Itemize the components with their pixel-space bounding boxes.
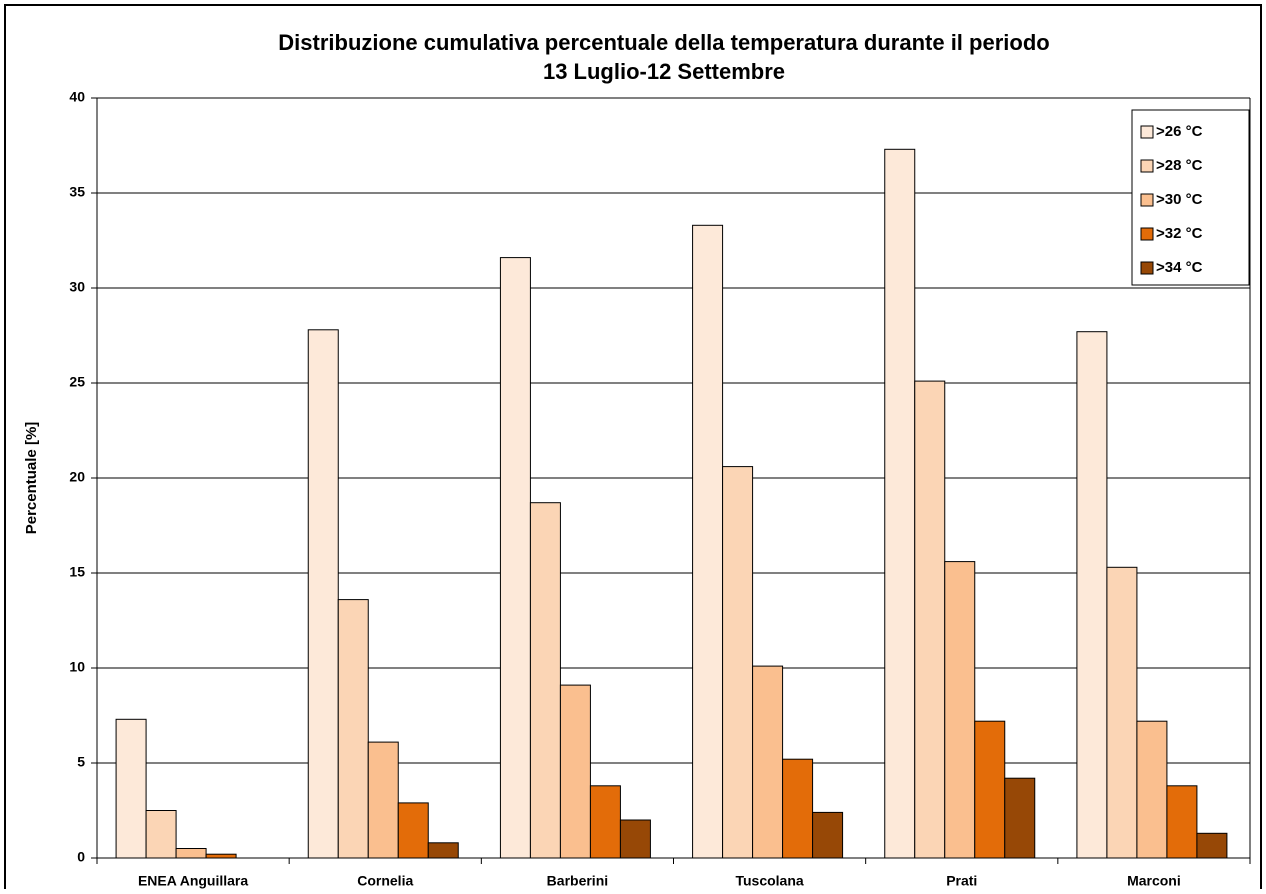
y-tick-label: 20 xyxy=(69,469,85,485)
y-tick-label: 30 xyxy=(69,279,85,295)
bar xyxy=(1136,720,1168,859)
bar xyxy=(559,684,591,859)
legend-swatch xyxy=(1140,125,1154,139)
bar xyxy=(812,811,844,859)
y-tick-label: 10 xyxy=(69,659,85,675)
x-tick-label: Cornelia xyxy=(357,873,413,889)
bar xyxy=(427,842,459,859)
bar xyxy=(307,329,339,859)
legend-swatch xyxy=(1140,261,1154,275)
x-tick-label: ENEA Anguillara xyxy=(138,873,248,889)
y-tick-label: 15 xyxy=(69,564,85,580)
bar xyxy=(722,466,754,859)
bar xyxy=(499,257,531,859)
bar xyxy=(1106,566,1138,859)
bar xyxy=(1196,832,1228,859)
x-tick-label: Barberini xyxy=(547,873,608,889)
bar xyxy=(944,561,976,859)
bar xyxy=(397,802,429,859)
legend-label: >30 °C xyxy=(1156,191,1203,208)
bar xyxy=(782,758,814,859)
bar xyxy=(1076,331,1108,859)
bar xyxy=(529,502,561,859)
chart-frame xyxy=(4,4,1262,894)
bar xyxy=(752,665,784,859)
bar xyxy=(115,718,147,859)
legend-swatch xyxy=(1140,159,1154,173)
bar xyxy=(589,785,621,859)
y-tick-label: 5 xyxy=(77,754,85,770)
bar xyxy=(914,380,946,859)
y-axis-label: Percentuale [%] xyxy=(23,422,40,535)
bar xyxy=(692,224,724,859)
bar xyxy=(367,741,399,859)
bar xyxy=(1166,785,1198,859)
chart-title: Distribuzione cumulativa percentuale del… xyxy=(278,30,1049,55)
legend-label: >34 °C xyxy=(1156,259,1203,276)
legend-label: >28 °C xyxy=(1156,157,1203,174)
bar xyxy=(205,853,237,859)
bar xyxy=(974,720,1006,859)
bar xyxy=(884,148,916,859)
legend-swatch xyxy=(1140,227,1154,241)
x-tick-label: Tuscolana xyxy=(735,873,803,889)
x-tick-label: Prati xyxy=(946,873,977,889)
x-tick-label: Marconi xyxy=(1127,873,1181,889)
legend-label: >32 °C xyxy=(1156,225,1203,242)
legend-swatch xyxy=(1140,193,1154,207)
bar xyxy=(619,819,651,859)
y-tick-label: 25 xyxy=(69,374,85,390)
bar xyxy=(175,848,207,859)
bar xyxy=(145,810,177,859)
y-tick-label: 40 xyxy=(69,89,85,105)
y-tick-label: 35 xyxy=(69,184,85,200)
y-tick-label: 0 xyxy=(77,849,85,865)
legend-label: >26 °C xyxy=(1156,123,1203,140)
bar xyxy=(1004,777,1036,859)
chart-subtitle: 13 Luglio-12 Settembre xyxy=(543,59,785,84)
bar xyxy=(337,599,369,859)
